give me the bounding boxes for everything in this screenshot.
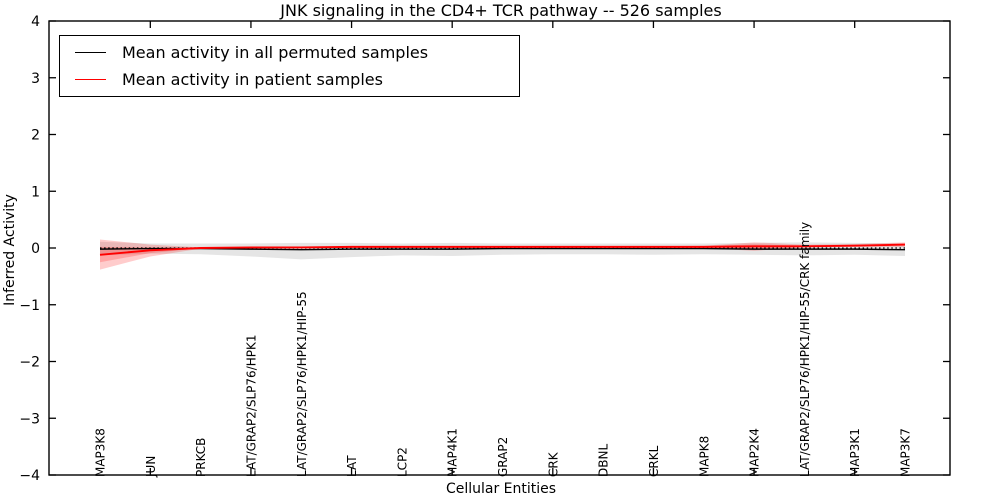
- x-category-label: MAP3K1: [848, 428, 862, 477]
- x-category-label: LAT/GRAP2/SLP76/HPK1/HIP-55/CRK family: [798, 222, 812, 477]
- x-category-label: DBNL: [597, 444, 611, 477]
- x-category-label: CRKL: [647, 445, 661, 477]
- x-category-label: LAT: [345, 455, 359, 477]
- x-axis-label: Cellular Entities: [445, 481, 557, 497]
- x-category-label: LAT/GRAP2/SLP76/HPK1/HIP-55: [295, 291, 309, 477]
- y-tick-label: −4: [19, 468, 40, 484]
- permuted-mean-line: [99, 247, 906, 251]
- y-tick-label: −3: [19, 411, 40, 427]
- legend-label-patient: Mean activity in patient samples: [122, 70, 383, 89]
- x-category-label: JUN: [144, 456, 158, 478]
- y-tick-label: 0: [31, 241, 40, 257]
- y-tick-label: 1: [31, 184, 40, 200]
- x-category-label: PRKCB: [194, 438, 208, 477]
- x-category-label: CRK: [546, 451, 560, 477]
- legend: Mean activity in all permuted samples Me…: [59, 35, 520, 97]
- x-category-label: MAP2K4: [748, 428, 762, 477]
- chart-title: JNK signaling in the CD4+ TCR pathway --…: [280, 1, 722, 20]
- x-category-label: MAP4K1: [446, 428, 460, 477]
- y-tick-label: 3: [31, 71, 40, 87]
- y-tick-label: −1: [19, 298, 40, 314]
- legend-entry-patient: Mean activity in patient samples: [60, 70, 519, 89]
- legend-label-permuted: Mean activity in all permuted samples: [122, 43, 429, 62]
- legend-line-patient-icon: [75, 79, 106, 80]
- y-tick-label: 2: [31, 128, 40, 144]
- legend-line-permuted-icon: [75, 52, 106, 53]
- x-category-label: MAP3K7: [899, 428, 913, 477]
- x-category-label: GRAP2: [496, 437, 510, 477]
- x-category-label: MAP3K8: [94, 428, 108, 477]
- x-category-label: LCP2: [395, 447, 409, 477]
- patient-mean-line: [99, 243, 906, 256]
- y-tick-label: −2: [19, 355, 40, 371]
- x-category-label: MAPK8: [697, 436, 711, 477]
- legend-entry-permuted: Mean activity in all permuted samples: [60, 43, 519, 62]
- x-category-label: LAT/GRAP2/SLP76/HPK1: [244, 335, 258, 478]
- y-tick-label: 4: [31, 14, 40, 30]
